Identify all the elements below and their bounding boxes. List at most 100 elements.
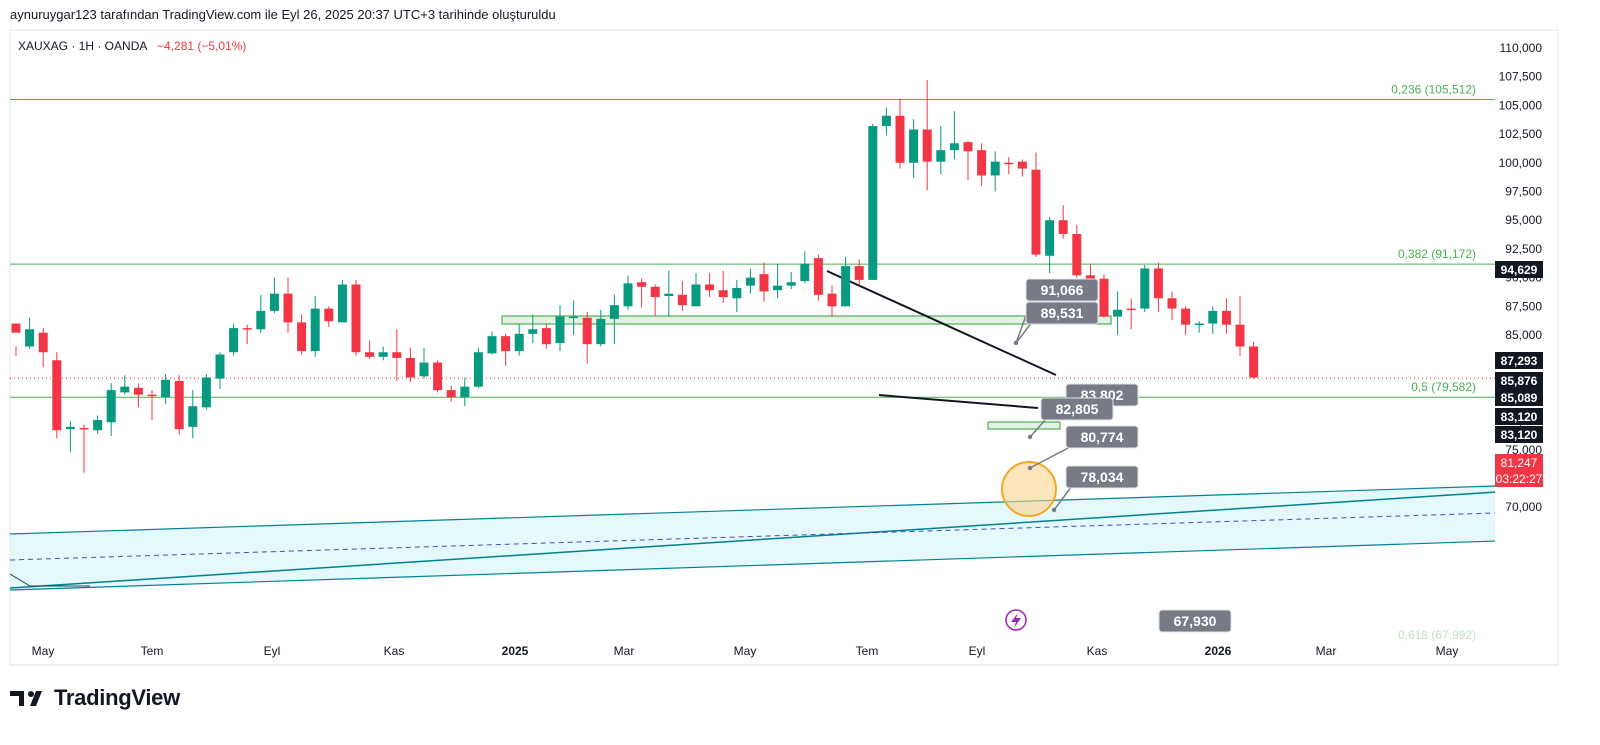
candle <box>106 383 116 437</box>
candle-body <box>1167 298 1177 309</box>
price-tag: 94,629 <box>1495 261 1543 278</box>
candle <box>773 263 783 299</box>
callout-box <box>1065 465 1139 489</box>
candle-body <box>1208 310 1218 324</box>
time-axis-tick: 2025 <box>502 644 529 658</box>
time-axis-tick: May <box>32 644 55 658</box>
candle-body <box>949 143 959 151</box>
price-callout: 67,930 <box>1158 609 1232 633</box>
price-tag: 81,247 <box>1495 454 1543 471</box>
callout-label: 91,066 <box>1041 282 1084 298</box>
channel-median-line <box>10 512 1495 561</box>
candle-body <box>990 161 1000 176</box>
resistance-zone <box>501 315 1112 325</box>
candle-body <box>174 380 184 430</box>
callout-pointer <box>1029 417 1048 438</box>
candle <box>732 279 742 313</box>
target-circle <box>1001 461 1057 517</box>
price-tag-label: 83,120 <box>1501 428 1538 442</box>
callout-anchor <box>1027 434 1033 440</box>
price-tag-bg <box>1495 408 1543 425</box>
candle-body <box>351 284 361 353</box>
price-tag: 85,089 <box>1495 389 1543 406</box>
candle <box>460 377 470 407</box>
lightning-icon-ring <box>1005 609 1027 631</box>
price-axis-tick: 105,000 <box>1499 98 1543 112</box>
regression-channel <box>10 485 1495 591</box>
candle-body <box>1085 275 1095 279</box>
candle-body <box>609 305 619 319</box>
candle <box>297 314 307 355</box>
time-axis-tick: Kas <box>384 644 405 658</box>
candle-body <box>555 316 565 344</box>
price-axis-tick: 100,000 <box>1499 156 1543 170</box>
callout-pointer <box>1053 485 1073 511</box>
candle <box>881 107 891 136</box>
callout-anchor <box>1027 465 1033 471</box>
support-trendline <box>878 394 1039 409</box>
candle <box>1045 216 1055 274</box>
candle <box>718 270 728 303</box>
candle-body <box>256 310 266 330</box>
candle-body <box>745 277 755 286</box>
time-axis-tick: 2026 <box>1205 644 1232 658</box>
candle <box>691 273 701 307</box>
candle <box>365 340 375 360</box>
candle <box>25 317 35 349</box>
price-callout: 82,805 <box>1027 397 1114 440</box>
price-callout: 91,066 <box>1013 278 1099 346</box>
candle-body <box>1194 323 1204 326</box>
candle <box>215 352 225 389</box>
candle <box>1113 291 1123 335</box>
brand-footer: TradingView <box>10 685 180 711</box>
candle-body <box>65 426 75 430</box>
candle-body <box>977 150 987 176</box>
candle-body <box>201 377 211 408</box>
candle-body <box>460 386 470 397</box>
price-tag-bg <box>1495 372 1543 389</box>
candle-body <box>1017 161 1027 169</box>
price-axis-tick: 70,000 <box>1505 500 1542 514</box>
candle <box>351 279 361 356</box>
callout-label: 89,531 <box>1041 305 1084 321</box>
candle-body <box>473 352 483 387</box>
drawings-layer <box>10 270 1495 430</box>
candle <box>514 323 524 356</box>
candle <box>229 323 239 356</box>
candle <box>1167 291 1177 321</box>
candle <box>310 295 320 357</box>
candle <box>201 374 211 410</box>
time-axis-tick: Kas <box>1087 644 1108 658</box>
candle <box>1140 264 1150 313</box>
candle-body <box>242 328 252 330</box>
candle-body <box>52 360 62 431</box>
price-tag-bg <box>1495 454 1543 471</box>
symbol-name[interactable]: XAUXAG · 1H · OANDA <box>18 39 147 53</box>
candle-body <box>1045 220 1055 256</box>
candle-body <box>582 317 592 345</box>
fib-level-label: 0,5 (79,582) <box>1411 380 1476 394</box>
candle <box>569 300 579 335</box>
candle <box>1235 295 1245 356</box>
callout-box <box>1040 397 1114 421</box>
candle-body <box>1099 278 1109 317</box>
candle-body <box>79 427 89 430</box>
candle <box>93 415 103 434</box>
candle-body <box>365 352 375 357</box>
lightning-icon <box>1005 609 1027 631</box>
candle-body <box>1249 346 1259 378</box>
candle <box>242 324 252 345</box>
candle <box>79 424 89 473</box>
candle-body <box>310 308 320 352</box>
candle-body <box>623 283 633 307</box>
candle <box>541 323 551 349</box>
candle-body <box>569 316 579 319</box>
candle-body <box>1181 308 1191 325</box>
candle <box>922 80 932 191</box>
time-axis[interactable]: May Tem Eyl Kas 2025 Mar May Tem Eyl Kas 2026 Mar Ma… <box>32 644 1459 658</box>
candle-body <box>378 352 388 357</box>
candle-body <box>759 274 769 292</box>
callout-label: 78,034 <box>1081 469 1124 485</box>
candle-body <box>392 352 402 358</box>
